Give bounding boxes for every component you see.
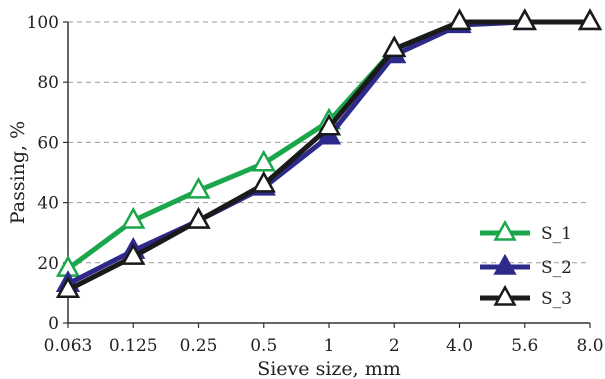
- axes: [63, 21, 591, 328]
- legend-item: S_3: [480, 284, 572, 309]
- data-point: [316, 113, 342, 136]
- series-line: [65, 19, 593, 293]
- data-point: [512, 8, 537, 31]
- series-line: [65, 19, 593, 287]
- data-point: [121, 206, 146, 229]
- x-tick-label: 8.0: [576, 336, 603, 356]
- y-tick-label: 100: [27, 13, 59, 33]
- legend-label: S_3: [541, 289, 572, 309]
- data-point: [577, 8, 603, 31]
- legend-marker: [493, 284, 517, 306]
- legend-marker: [493, 219, 517, 241]
- data-point: [382, 35, 407, 58]
- y-tick-label: 60: [37, 133, 59, 153]
- y-tick-label: 0: [48, 314, 59, 334]
- series-S_3: [55, 8, 603, 298]
- x-tick-label: 0.5: [250, 336, 277, 356]
- series-S_2: [55, 8, 603, 292]
- y-axis-label: Passing, %: [7, 121, 29, 224]
- x-tick-labels: 0.063 0.125 0.25 0.5 1 2 4.0 5.6 8.0: [44, 336, 604, 356]
- x-tick-label: 0.25: [180, 336, 218, 356]
- data-point: [121, 243, 146, 265]
- y-tick-label: 80: [37, 73, 59, 93]
- x-axis-label: Sieve size, mm: [257, 358, 401, 379]
- legend-marker: [493, 253, 517, 275]
- x-tick-label: 1: [324, 336, 335, 356]
- legend-item: S_1: [480, 219, 572, 244]
- x-tick-label: 0.125: [109, 336, 158, 356]
- y-tick-labels: 0 20 40 60 80 100: [27, 13, 59, 334]
- data-point: [447, 8, 472, 31]
- x-tick-label: 2: [389, 336, 400, 356]
- series-group: [55, 8, 603, 298]
- y-tick-label: 20: [37, 254, 59, 274]
- data-point: [251, 149, 276, 172]
- x-tick-label: 4.0: [446, 336, 473, 356]
- legend-label: S_2: [541, 258, 572, 278]
- data-point: [251, 170, 276, 193]
- data-point: [55, 276, 81, 298]
- x-tick-label: 0.063: [44, 336, 93, 356]
- data-point: [186, 206, 211, 229]
- legend-label: S_1: [541, 224, 572, 244]
- legend: S_1 S_2 S_3: [480, 219, 572, 309]
- y-tick-label: 40: [37, 194, 59, 214]
- legend-item: S_2: [480, 253, 572, 278]
- data-point: [186, 176, 211, 199]
- x-tick-label: 5.6: [511, 336, 538, 356]
